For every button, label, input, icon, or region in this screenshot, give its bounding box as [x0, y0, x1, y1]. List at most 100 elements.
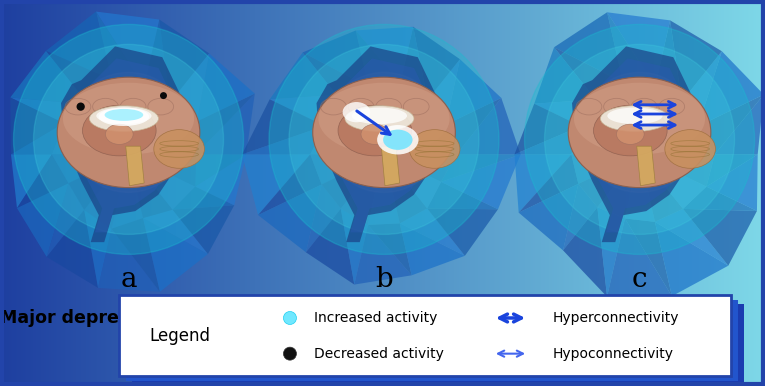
Polygon shape	[52, 154, 129, 183]
Ellipse shape	[352, 108, 407, 124]
Ellipse shape	[105, 109, 143, 121]
FancyBboxPatch shape	[132, 305, 744, 386]
Polygon shape	[446, 59, 501, 125]
Circle shape	[545, 44, 734, 234]
Polygon shape	[98, 229, 160, 292]
Polygon shape	[698, 51, 763, 126]
Ellipse shape	[313, 77, 455, 188]
Circle shape	[69, 73, 188, 192]
Polygon shape	[441, 154, 521, 209]
Polygon shape	[670, 20, 722, 102]
Polygon shape	[400, 223, 465, 275]
Polygon shape	[640, 154, 715, 186]
Polygon shape	[381, 146, 399, 186]
Polygon shape	[69, 154, 129, 210]
Ellipse shape	[617, 124, 644, 144]
Circle shape	[289, 44, 479, 234]
Polygon shape	[706, 154, 757, 211]
Polygon shape	[384, 100, 446, 154]
Polygon shape	[428, 59, 460, 125]
Polygon shape	[715, 95, 763, 154]
Ellipse shape	[345, 106, 414, 132]
Ellipse shape	[154, 130, 204, 168]
Polygon shape	[129, 103, 197, 154]
Polygon shape	[84, 210, 112, 288]
Polygon shape	[340, 208, 368, 284]
Polygon shape	[84, 154, 129, 229]
Ellipse shape	[318, 83, 450, 154]
Polygon shape	[11, 123, 63, 154]
Polygon shape	[69, 58, 179, 232]
Polygon shape	[96, 12, 159, 86]
Polygon shape	[640, 86, 682, 154]
Polygon shape	[258, 154, 321, 215]
Ellipse shape	[594, 105, 667, 156]
Circle shape	[284, 312, 296, 325]
Polygon shape	[306, 208, 354, 284]
Polygon shape	[400, 208, 465, 256]
Polygon shape	[125, 146, 144, 186]
Polygon shape	[640, 154, 706, 209]
Polygon shape	[46, 12, 112, 80]
Ellipse shape	[99, 108, 149, 126]
Polygon shape	[427, 182, 498, 209]
Polygon shape	[317, 46, 441, 242]
Polygon shape	[581, 100, 640, 154]
Polygon shape	[303, 52, 369, 95]
Circle shape	[284, 347, 296, 360]
Polygon shape	[384, 83, 428, 154]
Polygon shape	[368, 223, 412, 275]
Text: Legend: Legend	[149, 327, 210, 345]
Ellipse shape	[83, 105, 156, 156]
Polygon shape	[11, 154, 52, 208]
Polygon shape	[607, 218, 672, 297]
Text: Major depressive disorder: Major depressive disorder	[0, 310, 257, 327]
Polygon shape	[655, 222, 728, 296]
Polygon shape	[173, 186, 234, 210]
Polygon shape	[324, 95, 384, 154]
Polygon shape	[597, 154, 640, 218]
Ellipse shape	[568, 77, 711, 188]
Polygon shape	[427, 208, 498, 256]
Polygon shape	[197, 53, 255, 121]
Polygon shape	[324, 58, 435, 232]
Polygon shape	[446, 98, 501, 154]
Polygon shape	[196, 93, 255, 154]
Polygon shape	[400, 27, 428, 100]
Polygon shape	[457, 98, 521, 154]
Polygon shape	[356, 30, 400, 87]
Polygon shape	[242, 99, 324, 154]
Polygon shape	[340, 154, 384, 225]
Text: a: a	[120, 266, 137, 293]
Polygon shape	[519, 184, 578, 251]
Circle shape	[525, 24, 754, 254]
Polygon shape	[571, 154, 640, 184]
Polygon shape	[640, 126, 715, 154]
Ellipse shape	[361, 124, 389, 144]
Text: Bipolar disorder: Bipolar disorder	[305, 310, 463, 327]
Polygon shape	[321, 154, 384, 208]
Circle shape	[324, 73, 444, 192]
Ellipse shape	[377, 125, 418, 154]
Polygon shape	[144, 20, 170, 103]
Polygon shape	[554, 12, 623, 83]
Polygon shape	[682, 51, 722, 126]
Polygon shape	[655, 209, 728, 266]
Polygon shape	[534, 100, 596, 126]
Polygon shape	[258, 185, 321, 252]
Polygon shape	[196, 93, 255, 154]
Polygon shape	[384, 154, 427, 223]
Polygon shape	[159, 20, 209, 103]
Polygon shape	[47, 183, 84, 257]
Ellipse shape	[338, 105, 412, 156]
Polygon shape	[10, 51, 89, 105]
Ellipse shape	[106, 124, 133, 144]
Polygon shape	[519, 154, 578, 213]
Polygon shape	[607, 12, 655, 86]
Polygon shape	[683, 209, 757, 266]
Text: b: b	[375, 266, 393, 293]
Polygon shape	[369, 83, 400, 154]
Polygon shape	[306, 185, 340, 252]
Polygon shape	[270, 95, 337, 126]
Circle shape	[580, 73, 699, 192]
